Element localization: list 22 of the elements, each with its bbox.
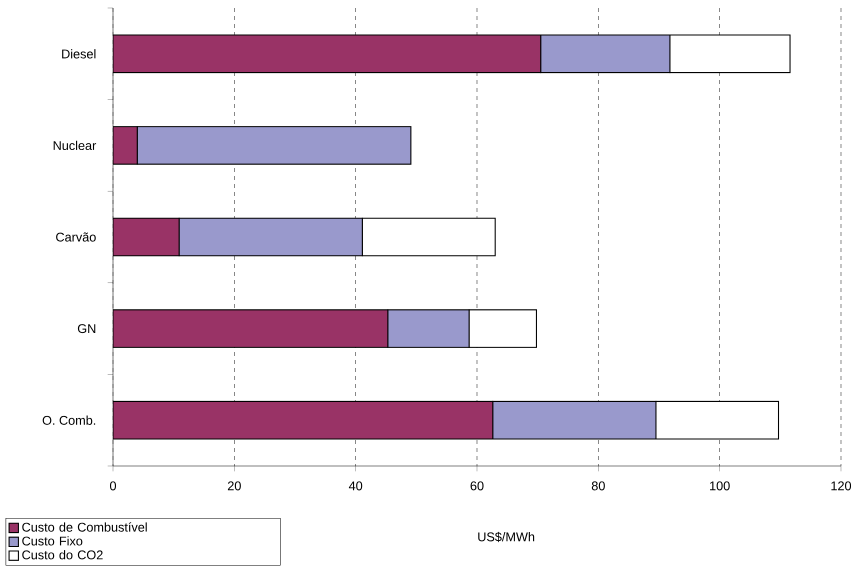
- x-tick-label: 100: [710, 481, 730, 490]
- y-tick-label: Diesel: [62, 49, 96, 58]
- bar: [113, 309, 388, 348]
- x-tick-label: 120: [831, 481, 851, 490]
- legend-label: Custo do CO2: [22, 550, 103, 560]
- bar: [113, 400, 494, 440]
- bar: [113, 218, 180, 256]
- legend-label: Custo Fixo: [22, 536, 82, 546]
- y-tick-label: Carvão: [56, 232, 96, 242]
- bar: [136, 126, 412, 165]
- y-tick-label: Nuclear: [54, 140, 96, 150]
- bar: [113, 34, 542, 74]
- x-tick-label: 60: [470, 481, 484, 490]
- x-tick-label: 80: [592, 481, 605, 490]
- y-tick-label: O. Comb.: [42, 416, 96, 425]
- x-axis-title: US$/MWh: [478, 532, 534, 542]
- x-tick-label: 40: [348, 481, 362, 490]
- x-tick-label: 0: [110, 481, 116, 490]
- y-tick-label: GN: [78, 324, 96, 334]
- bar: [113, 126, 138, 165]
- legend-label: Custo de Combustível: [22, 522, 147, 532]
- x-tick-label: 20: [228, 481, 241, 490]
